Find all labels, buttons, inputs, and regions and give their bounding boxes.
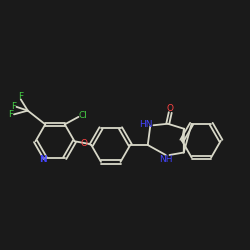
Text: O: O xyxy=(167,104,174,113)
Text: Cl: Cl xyxy=(78,111,88,120)
Text: HN: HN xyxy=(139,120,152,129)
Text: O: O xyxy=(81,139,88,148)
Text: NH: NH xyxy=(159,155,172,164)
Text: F: F xyxy=(8,110,14,119)
Text: N: N xyxy=(39,155,46,164)
Text: F: F xyxy=(18,92,23,101)
Text: F: F xyxy=(11,102,16,111)
